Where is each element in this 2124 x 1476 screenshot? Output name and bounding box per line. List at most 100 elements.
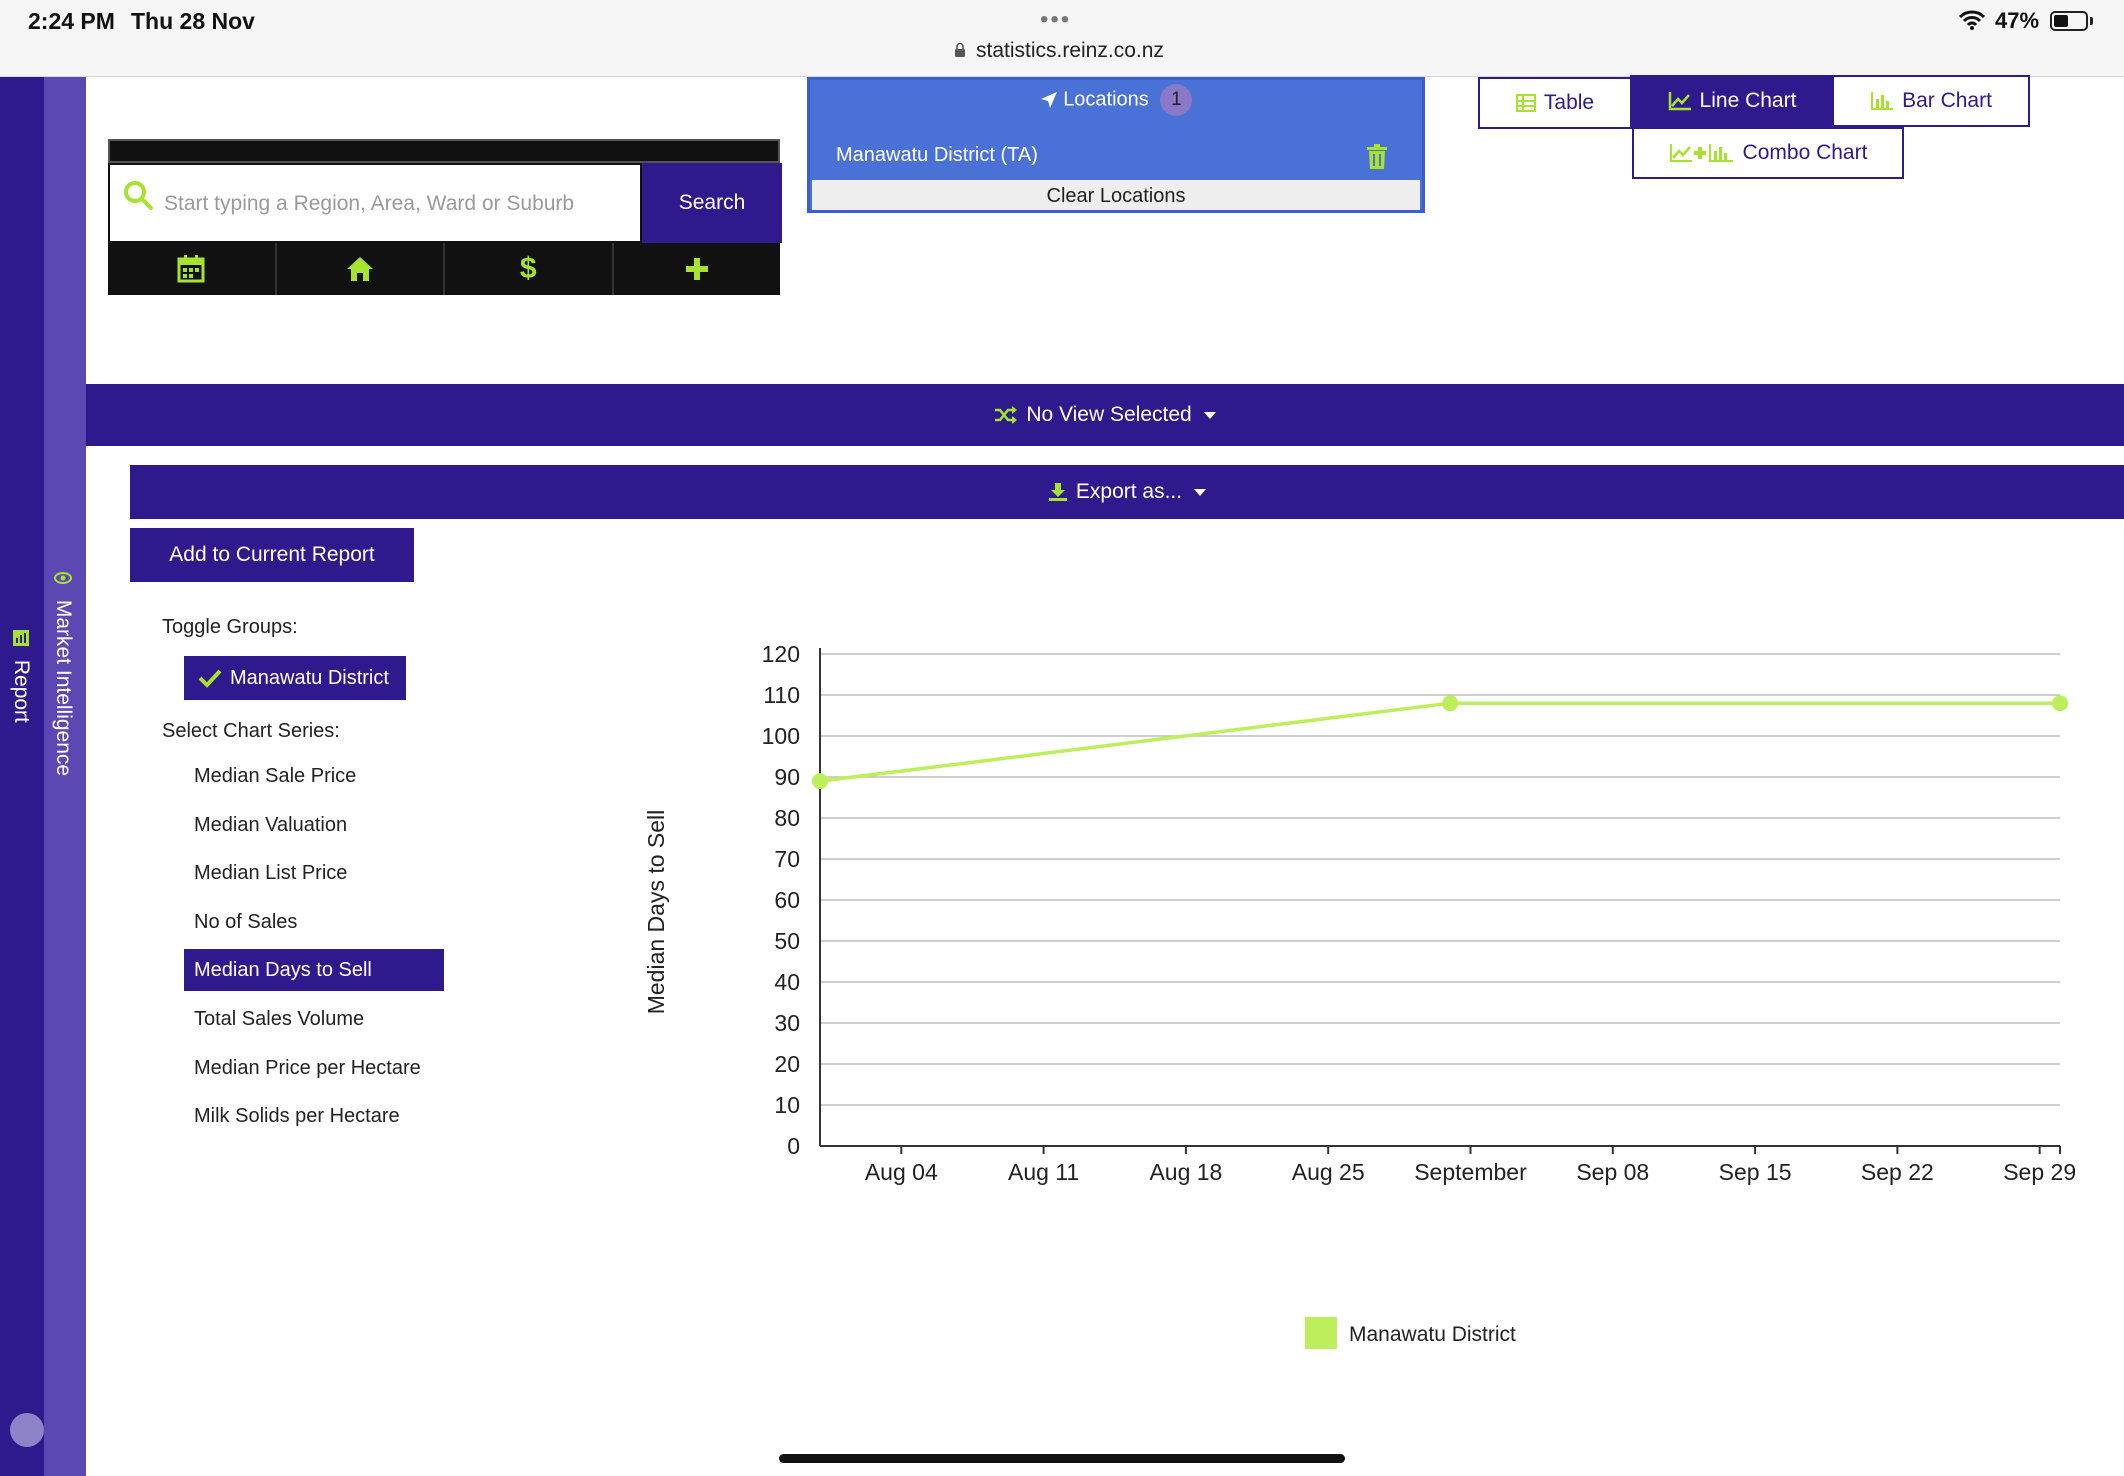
line-chart-button[interactable]: Line Chart bbox=[1630, 75, 1834, 127]
locations-title: Locations bbox=[1063, 88, 1149, 111]
series-option[interactable]: Median Sale Price bbox=[194, 765, 357, 787]
y-axis-label: Median Days to Sell bbox=[643, 810, 669, 1015]
y-tick-label: 120 bbox=[762, 641, 800, 667]
series-option[interactable]: Median Price per Hectare bbox=[194, 1056, 421, 1079]
data-point bbox=[2052, 695, 2068, 712]
legend-label: Manawatu District bbox=[1349, 1323, 1516, 1346]
x-tick-label: Aug 11 bbox=[1008, 1159, 1079, 1185]
chevron-down-icon bbox=[1203, 411, 1216, 419]
status-bar: 2:24 PM Thu 28 Nov ••• statistics.reinz.… bbox=[0, 0, 2124, 77]
x-tick-label: Sep 08 bbox=[1576, 1159, 1649, 1185]
trash-icon[interactable] bbox=[1366, 144, 1388, 170]
table-view-button[interactable]: Table bbox=[1478, 77, 1632, 129]
market-intelligence-tab[interactable]: Market Intelligence bbox=[51, 568, 75, 776]
x-tick-label: Sep 29 bbox=[2003, 1159, 2076, 1185]
plus-icon[interactable] bbox=[614, 243, 781, 295]
calendar-icon[interactable] bbox=[108, 243, 277, 295]
series-option[interactable]: Median List Price bbox=[194, 862, 348, 885]
table-view-label: Table bbox=[1543, 91, 1595, 114]
y-tick-label: 50 bbox=[774, 928, 800, 954]
y-tick-label: 20 bbox=[774, 1051, 800, 1077]
search-filter-icons: $ bbox=[108, 243, 780, 295]
x-tick-label: Aug 04 bbox=[865, 1159, 938, 1185]
line-chart: 0 10 20 30 40 50 60 70 80 90 100 110 120 Aug 04 Aug 11… bbox=[643, 641, 2076, 1349]
view-selector[interactable]: No View Selected bbox=[86, 384, 2124, 446]
series-option[interactable]: Median Days to Sell bbox=[184, 949, 444, 992]
group-toggle-label: Manawatu District bbox=[230, 666, 389, 689]
locations-panel: Locations 1 Manawatu District (TA) Clear… bbox=[807, 77, 1425, 213]
legend-swatch bbox=[1305, 1317, 1337, 1349]
battery-percent: 47% bbox=[1995, 8, 2040, 33]
locations-count-badge: 1 bbox=[1160, 84, 1193, 116]
y-tick-label: 100 bbox=[762, 723, 800, 749]
wifi-icon bbox=[1959, 10, 1985, 30]
view-selector-label: No View Selected bbox=[1026, 403, 1192, 426]
group-toggle-manawatu[interactable]: Manawatu District bbox=[184, 656, 406, 700]
home-indicator[interactable] bbox=[779, 1454, 1345, 1463]
address-bar-url[interactable]: statistics.reinz.co.nz bbox=[976, 39, 1164, 62]
lock-icon bbox=[955, 42, 965, 57]
toggle-groups-label: Toggle Groups: bbox=[162, 616, 298, 638]
y-tick-label: 90 bbox=[774, 764, 800, 790]
series-option[interactable]: Median Valuation bbox=[194, 813, 348, 836]
series-option[interactable]: No of Sales bbox=[194, 910, 298, 933]
bar-chart-label: Bar Chart bbox=[1902, 89, 1992, 112]
sidebar-market-intelligence[interactable] bbox=[44, 77, 86, 1476]
report-tab-label: Report bbox=[10, 659, 33, 723]
search-icon bbox=[124, 181, 153, 210]
assistive-touch-button[interactable] bbox=[10, 1413, 44, 1447]
search-field[interactable] bbox=[108, 163, 642, 243]
search-input[interactable] bbox=[162, 185, 622, 223]
location-item: Manawatu District (TA) bbox=[836, 144, 1038, 166]
market-intelligence-label: Market Intelligence bbox=[52, 599, 75, 777]
x-tick-label: Sep 15 bbox=[1719, 1159, 1792, 1185]
dollar-icon[interactable]: $ bbox=[445, 243, 614, 295]
location-arrow-icon bbox=[1040, 92, 1057, 108]
eye-icon bbox=[54, 572, 72, 584]
table-icon bbox=[1515, 94, 1536, 112]
combo-chart-label: Combo Chart bbox=[1742, 141, 1868, 164]
series-option[interactable]: Milk Solids per Hectare bbox=[194, 1105, 400, 1128]
y-tick-label: 80 bbox=[774, 805, 800, 831]
combo-chart-button[interactable]: Combo Chart bbox=[1632, 127, 1904, 179]
bar-chart-icon bbox=[1871, 92, 1894, 110]
locations-header[interactable]: Locations 1 bbox=[810, 84, 1422, 116]
search-button[interactable]: Search bbox=[642, 163, 782, 243]
bar-chart-button[interactable]: Bar Chart bbox=[1832, 75, 2030, 127]
status-time: 2:24 PM bbox=[28, 8, 115, 34]
shuffle-icon bbox=[995, 406, 1018, 424]
combo-chart-icon bbox=[1669, 144, 1733, 162]
export-dropdown[interactable]: Export as... bbox=[130, 465, 2124, 519]
chevron-down-icon bbox=[1194, 488, 1207, 496]
report-icon bbox=[13, 630, 29, 646]
clear-locations-button[interactable]: Clear Locations bbox=[812, 180, 1420, 210]
y-tick-label: 0 bbox=[787, 1133, 800, 1159]
more-dots-icon[interactable]: ••• bbox=[1040, 6, 1072, 33]
line-chart-label: Line Chart bbox=[1699, 89, 1797, 112]
y-tick-label: 70 bbox=[774, 846, 800, 872]
y-tick-label: 40 bbox=[774, 969, 800, 995]
x-tick-label: September bbox=[1414, 1159, 1527, 1185]
add-to-report-button[interactable]: Add to Current Report bbox=[130, 528, 414, 582]
y-tick-label: 30 bbox=[774, 1010, 800, 1036]
sidebar-report[interactable] bbox=[0, 77, 44, 1476]
home-icon[interactable] bbox=[277, 243, 445, 295]
data-point bbox=[1442, 695, 1459, 712]
battery-icon bbox=[2050, 11, 2088, 31]
y-tick-label: 10 bbox=[774, 1092, 800, 1118]
y-tick-label: 110 bbox=[763, 682, 800, 708]
check-icon bbox=[198, 669, 222, 688]
status-date: Thu 28 Nov bbox=[131, 8, 255, 34]
x-tick-label: Aug 18 bbox=[1149, 1159, 1222, 1185]
select-series-label: Select Chart Series: bbox=[162, 720, 340, 742]
report-tab[interactable]: Report bbox=[9, 628, 33, 723]
export-label: Export as... bbox=[1075, 480, 1183, 503]
line-chart-icon bbox=[1668, 92, 1691, 111]
download-icon bbox=[1048, 483, 1067, 501]
series-line bbox=[819, 701, 2060, 783]
series-option[interactable]: Total Sales Volume bbox=[194, 1008, 365, 1030]
search-widget-tabs[interactable] bbox=[108, 139, 780, 163]
x-tick-label: Aug 25 bbox=[1292, 1159, 1365, 1185]
y-tick-label: 60 bbox=[774, 887, 800, 913]
data-point bbox=[812, 773, 828, 790]
